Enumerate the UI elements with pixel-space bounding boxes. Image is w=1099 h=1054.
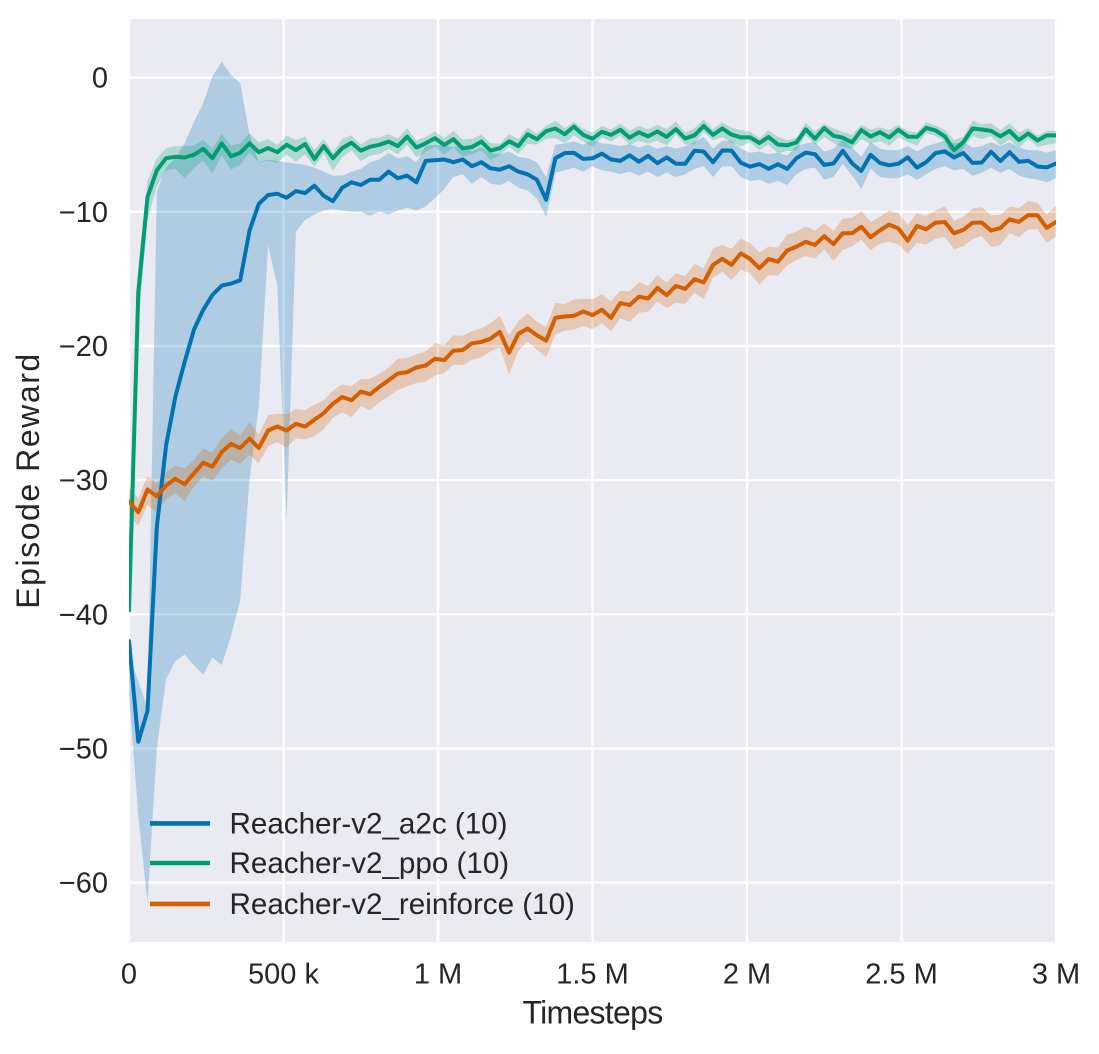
svg-text:Reacher-v2_reinforce (10): Reacher-v2_reinforce (10) [230,888,575,921]
svg-text:−40: −40 [59,599,108,631]
svg-text:0: 0 [92,63,108,95]
svg-text:2 M: 2 M [723,959,771,991]
svg-text:−20: −20 [59,331,108,363]
svg-text:2.5 M: 2.5 M [865,959,938,991]
svg-text:−50: −50 [59,734,108,766]
svg-text:−30: −30 [59,465,108,497]
svg-text:Reacher-v2_ppo (10): Reacher-v2_ppo (10) [230,847,510,880]
svg-text:−60: −60 [59,868,108,900]
svg-text:1 M: 1 M [414,959,462,991]
svg-text:1.5 M: 1.5 M [556,959,629,991]
svg-text:Timesteps: Timesteps [522,995,662,1031]
svg-text:500 k: 500 k [248,959,319,991]
svg-text:0: 0 [121,959,137,991]
svg-text:Episode Reward: Episode Reward [10,352,46,609]
svg-text:3 M: 3 M [1032,959,1080,991]
svg-text:Reacher-v2_a2c (10): Reacher-v2_a2c (10) [230,808,508,841]
svg-text:−10: −10 [59,197,108,229]
